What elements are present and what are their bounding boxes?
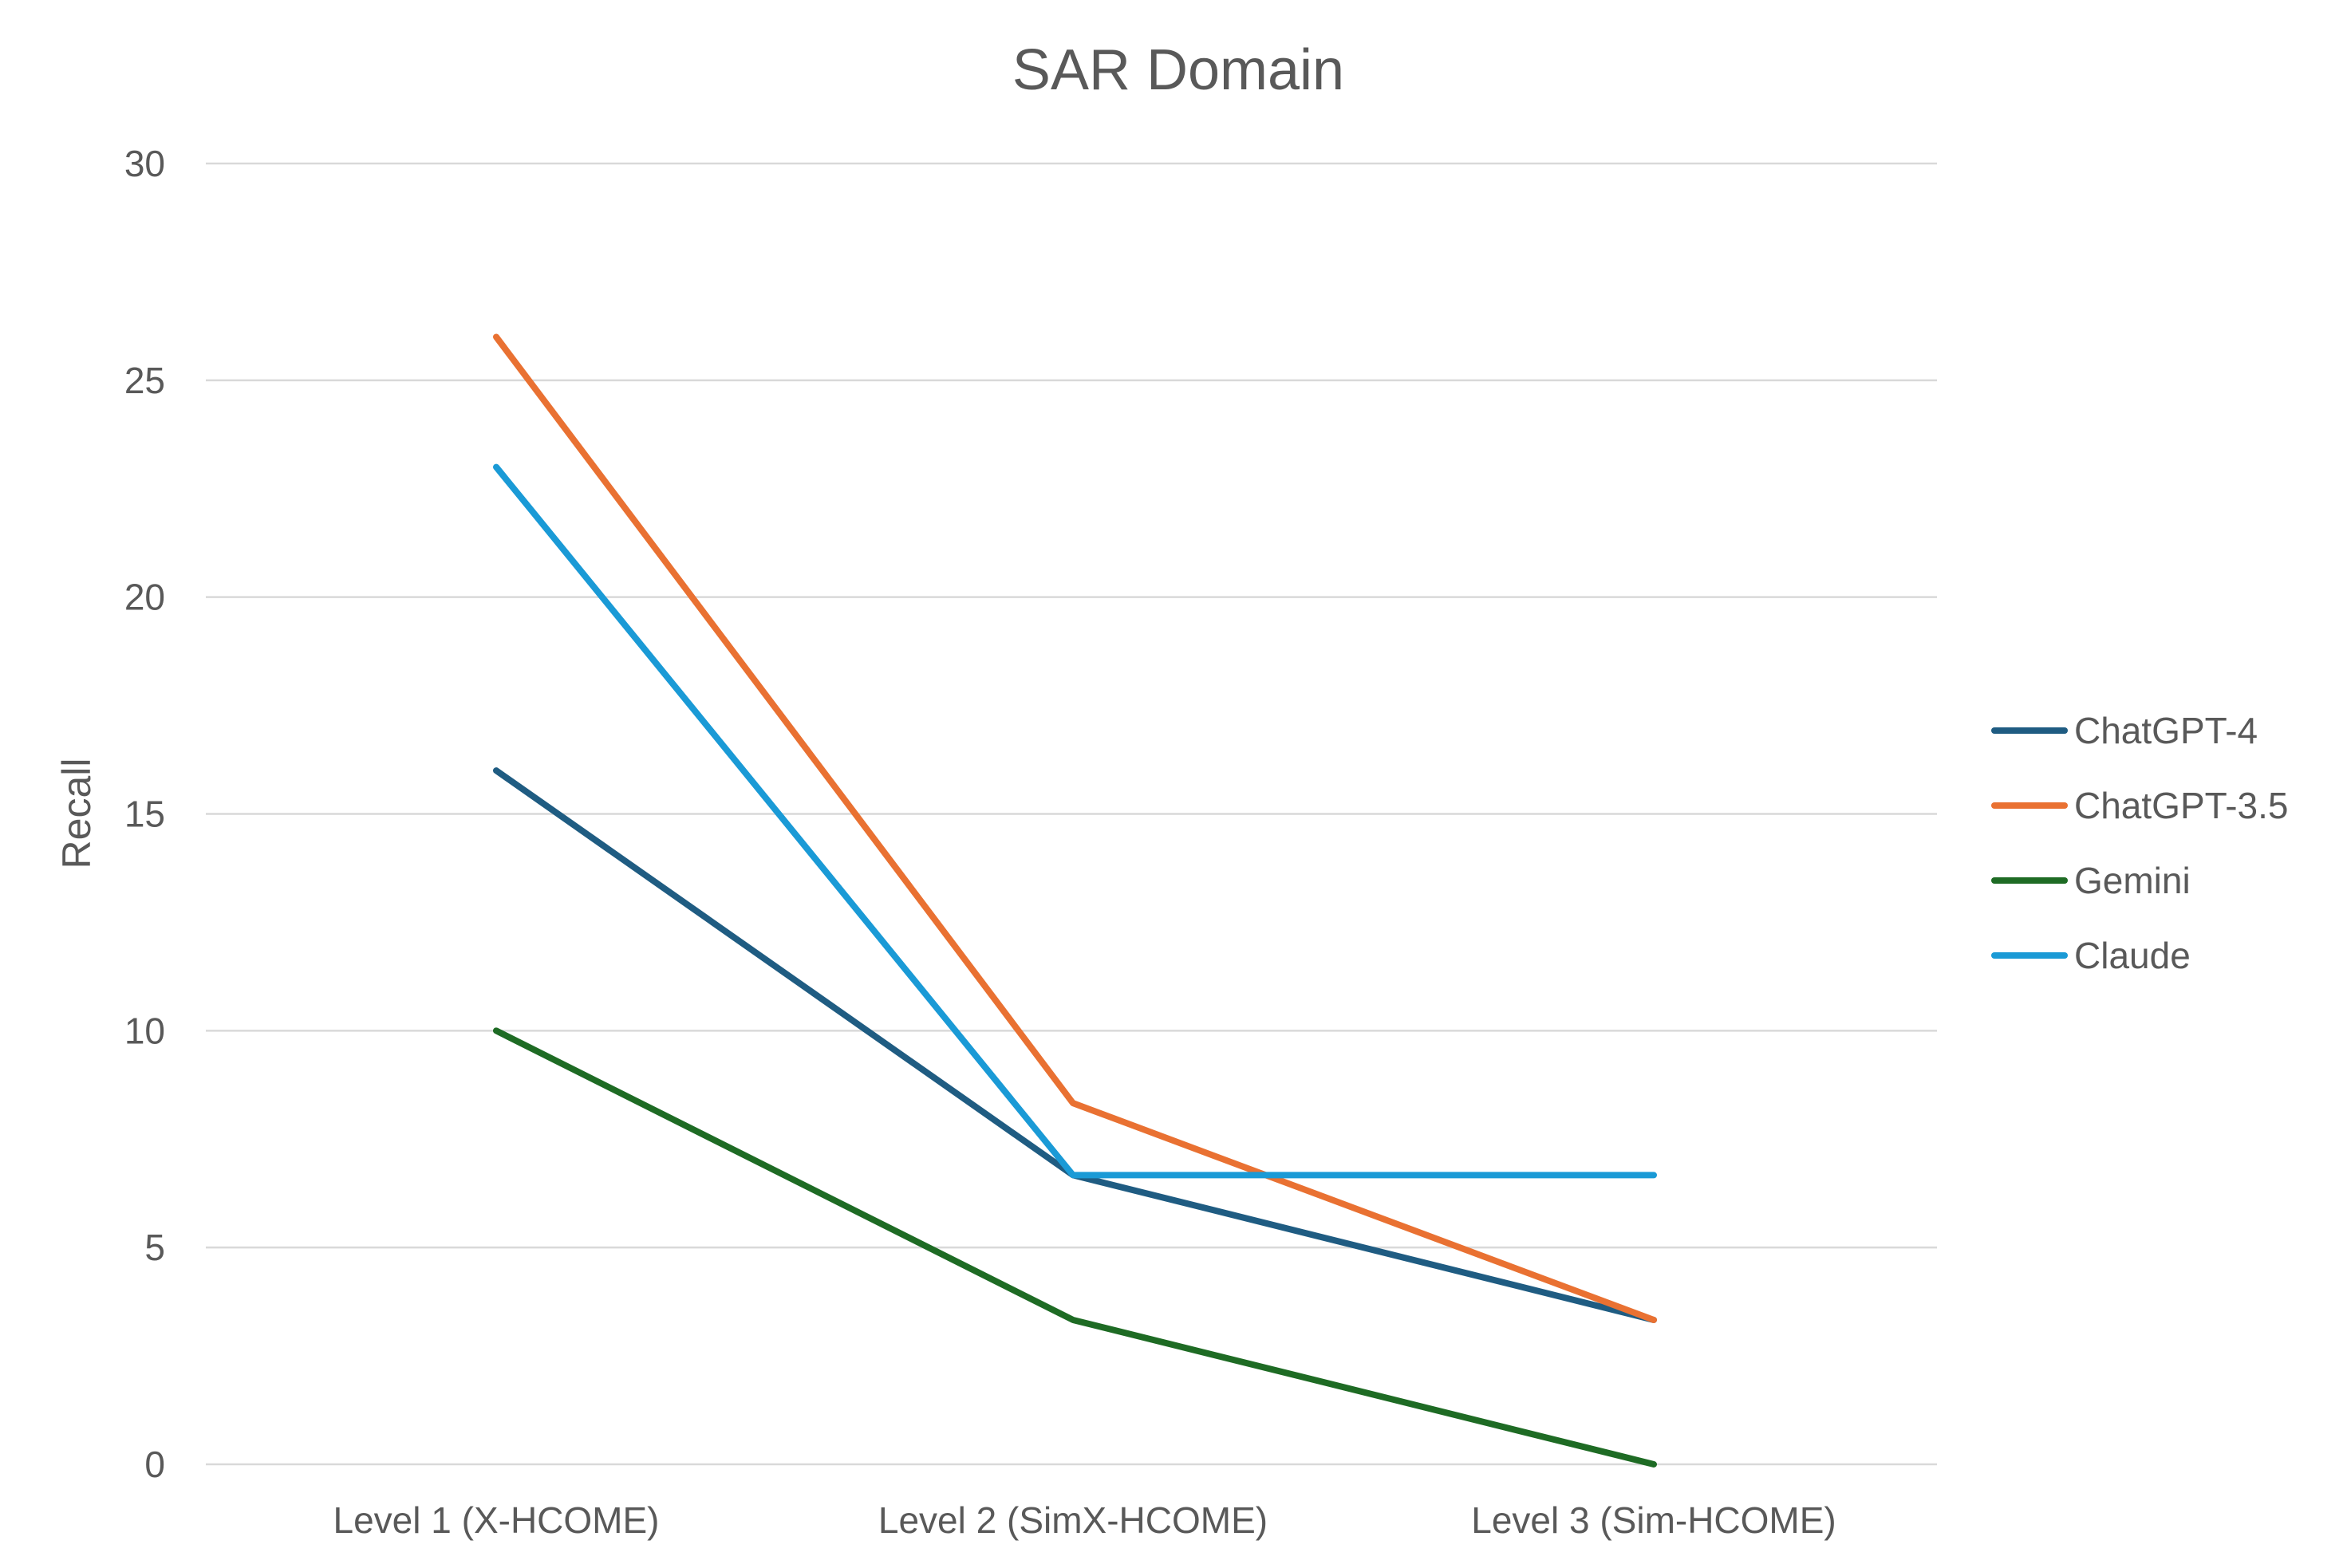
series-line-chatgpt-3-5: [493, 333, 1657, 1323]
y-tick-5: 5: [144, 1227, 165, 1268]
legend-label-claude: Claude: [2074, 935, 2191, 976]
x-tick-1: Level 1 (X-HCOME): [333, 1499, 660, 1541]
y-tick-labels: 0 5 10 15 20 25 30: [124, 143, 165, 1485]
x-tick-3: Level 3 (Sim-HCOME): [1471, 1499, 1836, 1541]
gridlines: [206, 162, 1937, 1466]
legend-label-chatgpt-4: ChatGPT-4: [2074, 710, 2258, 751]
x-tick-2: Level 2 (SimX-HCOME): [878, 1499, 1268, 1541]
chart-title: SAR Domain: [1012, 38, 1344, 102]
y-tick-25: 25: [124, 360, 165, 401]
y-axis-title: Recall: [54, 758, 99, 869]
legend-label-gemini: Gemini: [2074, 860, 2191, 901]
legend-label-chatgpt-3-5: ChatGPT-3.5: [2074, 785, 2288, 826]
series-line-chatgpt-4: [493, 767, 1657, 1323]
y-tick-15: 15: [124, 794, 165, 835]
series-lines: [493, 333, 1657, 1468]
series-line-claude: [493, 463, 1657, 1179]
series-line-gemini: [493, 1027, 1657, 1468]
y-tick-20: 20: [124, 577, 165, 618]
y-tick-30: 30: [124, 143, 165, 184]
legend: ChatGPT-4 ChatGPT-3.5 Gemini Claude: [1991, 710, 2288, 976]
y-tick-10: 10: [124, 1010, 165, 1051]
y-tick-0: 0: [144, 1444, 165, 1485]
x-tick-labels: Level 1 (X-HCOME) Level 2 (SimX-HCOME) Lev…: [333, 1499, 1836, 1541]
